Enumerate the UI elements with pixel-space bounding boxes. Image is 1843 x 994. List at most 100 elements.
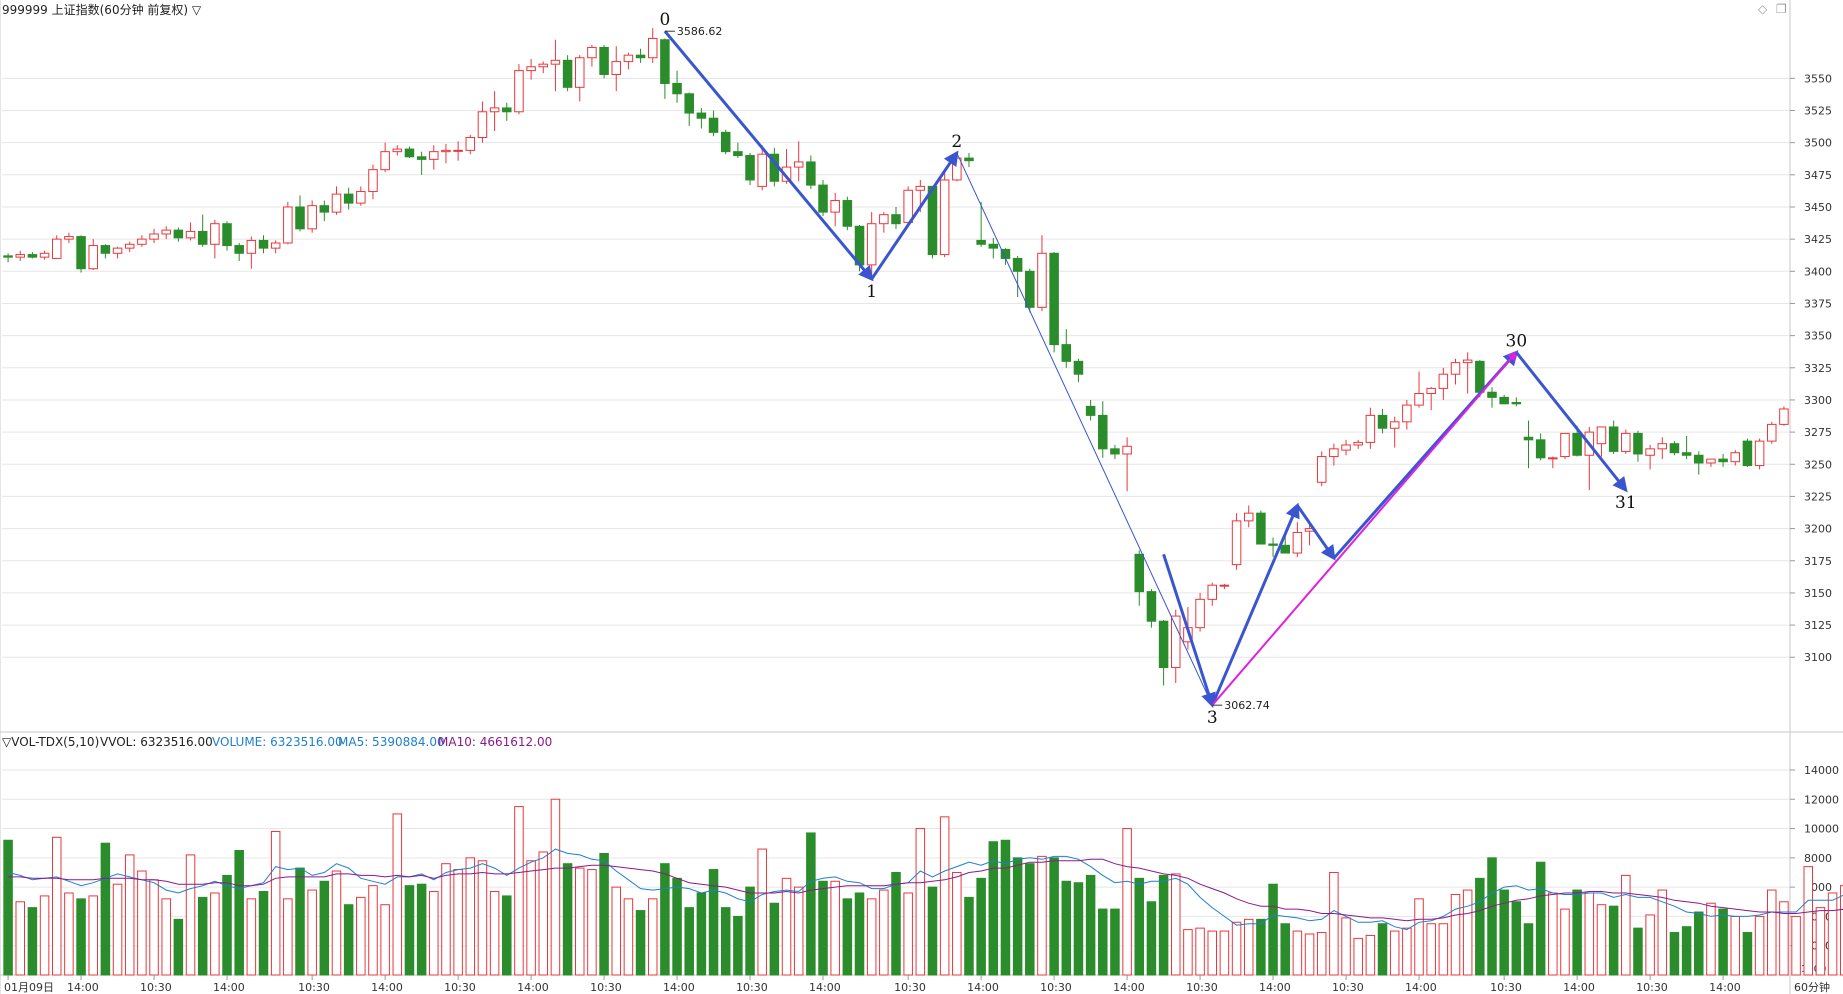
candle-body [1572, 432, 1582, 456]
candle-body [88, 245, 98, 270]
volume-bar [854, 892, 865, 976]
price-tick-label: 3300 [1804, 394, 1832, 407]
volume-bar [879, 889, 889, 976]
candle-body [684, 93, 694, 114]
candle [1122, 437, 1132, 492]
candle-body [1511, 402, 1522, 405]
price-tick-label: 3375 [1804, 297, 1832, 310]
candle-body [1268, 543, 1278, 546]
volume-bar [1377, 923, 1388, 976]
time-tick-label: 10:30 [1186, 981, 1218, 994]
volume-bar [1669, 932, 1680, 976]
candle-body [757, 153, 767, 187]
time-tick-label: 14:00 [517, 981, 549, 994]
volume-bar [1170, 873, 1181, 976]
candle-body [538, 63, 549, 68]
volume-ma-lines [7, 848, 1843, 931]
candle-body [806, 161, 816, 186]
volume-bar [210, 892, 220, 976]
candle-body [635, 54, 646, 59]
ma5-label: MA5: 5390884.00 [338, 735, 445, 749]
candle [210, 219, 220, 259]
candle [380, 142, 390, 173]
volume-bar [757, 848, 767, 976]
candle-body [1475, 360, 1485, 393]
volume-bar [76, 898, 86, 976]
volume-bar [197, 896, 208, 976]
volume-bar [818, 880, 828, 976]
volume-bar [611, 886, 622, 976]
volume-bar [161, 898, 171, 976]
candle [392, 145, 403, 156]
candle-body [1377, 414, 1388, 429]
candle [416, 151, 427, 175]
candle-body [1329, 448, 1339, 458]
window-icon[interactable]: ❐ [1776, 2, 1787, 16]
candle-body [1280, 544, 1290, 554]
diamond-icon[interactable]: ◇ [1758, 2, 1768, 16]
candle-body [720, 131, 731, 153]
candle-body [1134, 553, 1145, 593]
volume-bar [1098, 908, 1108, 976]
volume-bar [1694, 911, 1704, 976]
candle-body [270, 242, 281, 249]
candle-body [343, 193, 354, 204]
candle [64, 232, 74, 243]
candle [1292, 522, 1303, 557]
wave-line [1515, 351, 1628, 493]
candle [1341, 439, 1351, 456]
candle-body [222, 223, 232, 247]
volume-bar [1438, 923, 1449, 976]
volume-bar [307, 889, 317, 976]
volume-bar [1596, 904, 1607, 976]
candle [1365, 407, 1376, 449]
candle-body [1049, 252, 1059, 346]
candle-body [51, 238, 62, 259]
time-tick-label: 14:00 [1709, 981, 1741, 994]
candle [404, 146, 415, 159]
ma10-line [8, 858, 1843, 922]
candle [1779, 406, 1789, 426]
candle [197, 214, 208, 247]
candle-body [1621, 432, 1631, 452]
volume-bar [1766, 889, 1777, 976]
candle [1158, 619, 1169, 686]
candle-body [27, 254, 38, 258]
candle-body [927, 185, 938, 256]
volume-indicator-label[interactable]: ▽VOL-TDX(5,10) [2, 735, 100, 749]
candle [1377, 408, 1388, 434]
candle-body [404, 148, 415, 158]
candle-body [477, 111, 488, 139]
time-tick-label: 10:30 [140, 981, 172, 994]
candle-body [1499, 396, 1509, 405]
volume-bar [1839, 885, 1843, 976]
wave-line [956, 152, 1213, 706]
candle [246, 236, 257, 269]
period-label: 60分钟 [1794, 980, 1830, 994]
time-tick-label: 14:00 [967, 981, 999, 994]
candle [161, 226, 171, 240]
volume-bar [1146, 901, 1157, 976]
candle [258, 235, 269, 254]
candle-body [100, 245, 111, 254]
candle-body [502, 107, 512, 113]
candle [477, 101, 488, 143]
candle [368, 164, 378, 200]
volume-bar [1292, 930, 1303, 976]
candle [1706, 458, 1716, 467]
volume-bar [1243, 918, 1254, 976]
candle [149, 228, 159, 243]
candle [891, 206, 901, 229]
candle-body [3, 255, 13, 258]
volume-bar [1049, 857, 1059, 976]
volume-bar [720, 907, 731, 976]
candle-body [429, 151, 439, 160]
time-tick-label: 14:00 [663, 981, 695, 994]
time-tick-label: 10:30 [1490, 981, 1522, 994]
candle-body [1462, 359, 1473, 364]
candle-body [574, 57, 585, 88]
candle-body [161, 229, 171, 235]
candle-body [1414, 393, 1424, 406]
volume-bar [404, 885, 415, 976]
